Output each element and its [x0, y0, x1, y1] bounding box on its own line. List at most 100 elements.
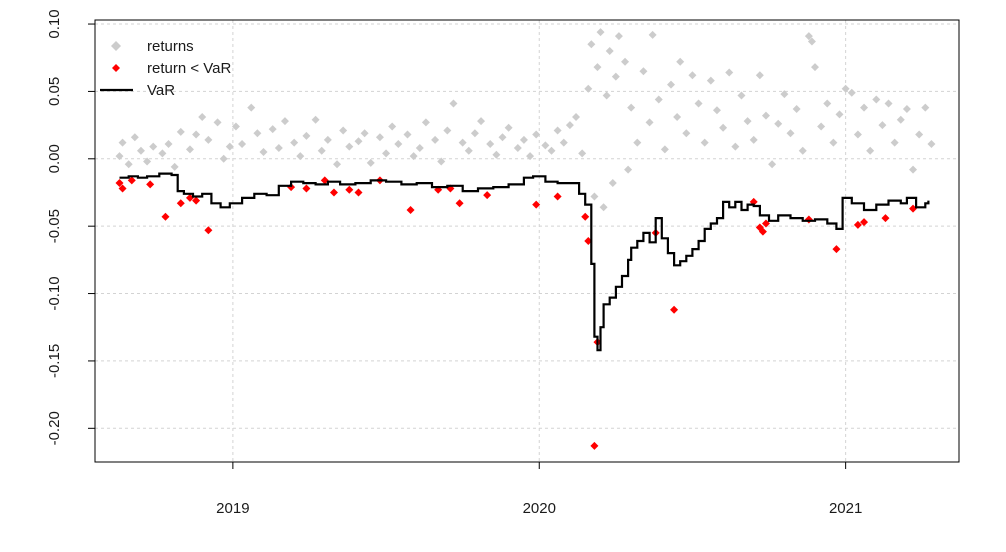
point-returns-103: [749, 135, 758, 144]
point-returns-89: [667, 80, 675, 89]
point-returns-33: [339, 126, 348, 135]
point-returns-70: [587, 40, 596, 49]
point-returns-26: [290, 138, 299, 147]
point-returns-95: [700, 138, 709, 147]
legend: returns return < VaR VaR: [100, 38, 232, 99]
point-returns-47: [437, 157, 446, 166]
point-returns-41: [394, 139, 403, 148]
point-returns-59: [519, 135, 528, 144]
point-returns-35: [354, 137, 363, 146]
point-returns-28: [302, 131, 311, 140]
point-returns-2: [124, 160, 133, 169]
point-returns-27: [296, 152, 305, 161]
point-returns-60: [526, 152, 535, 161]
point-return-var-7: [192, 196, 201, 205]
point-returns-55: [492, 150, 501, 159]
point-returns-11: [185, 145, 194, 154]
point-returns-20: [247, 103, 256, 112]
y-tick-label--0.05: -0.05: [46, 209, 63, 243]
point-returns-65: [559, 138, 568, 147]
point-returns-32: [333, 160, 342, 169]
point-returns-44: [415, 144, 424, 153]
y-tick-label--0.15: -0.15: [46, 344, 63, 378]
point-return-var-34: [832, 245, 841, 254]
point-return-var-8: [204, 226, 213, 235]
point-returns-24: [274, 144, 283, 153]
point-returns-80: [621, 57, 630, 66]
point-returns-93: [688, 71, 697, 80]
point-returns-43: [409, 152, 418, 161]
x-tick-label-2020: 2020: [523, 500, 556, 517]
point-returns-38: [375, 133, 384, 142]
point-returns-58: [513, 144, 522, 153]
point-returns-56: [498, 133, 507, 142]
point-returns-71: [590, 192, 599, 201]
point-returns-63: [547, 146, 556, 155]
point-return-var-33: [804, 215, 813, 224]
point-returns-78: [611, 72, 620, 81]
point-returns-96: [706, 76, 715, 85]
point-returns-126: [884, 99, 893, 108]
point-returns-86: [648, 30, 657, 39]
point-returns-57: [504, 123, 513, 132]
point-returns-88: [660, 145, 669, 154]
point-returns-46: [431, 135, 440, 144]
point-returns-98: [719, 123, 728, 132]
legend-label-return-below-var: return < VaR: [147, 60, 232, 77]
point-returns-104: [755, 71, 764, 80]
point-returns-29: [311, 115, 320, 124]
point-return-var-22: [553, 192, 562, 201]
point-return-var-37: [881, 214, 890, 223]
point-returns-99: [725, 68, 734, 77]
point-returns-74: [599, 203, 608, 212]
point-returns-61: [532, 130, 541, 139]
point-returns-10: [176, 127, 185, 136]
point-returns-124: [872, 95, 881, 104]
point-returns-25: [280, 117, 289, 126]
y-tick-label-0.00: 0.00: [46, 144, 63, 173]
point-returns-79: [614, 32, 623, 41]
point-returns-39: [382, 149, 391, 158]
point-returns-12: [192, 130, 201, 139]
point-returns-75: [602, 91, 611, 100]
plot-frame: [94, 19, 960, 463]
point-returns-13: [198, 113, 207, 122]
point-return-var-35: [853, 220, 862, 229]
point-return-var-36: [860, 218, 869, 227]
point-returns-94: [694, 99, 703, 108]
data-points: [115, 28, 936, 450]
point-returns-42: [403, 130, 412, 139]
point-return-var-11: [320, 176, 329, 185]
point-returns-7: [158, 149, 167, 158]
point-returns-106: [768, 160, 777, 169]
legend-label-var: VaR: [147, 82, 175, 99]
point-returns-76: [605, 46, 614, 55]
point-returns-64: [553, 126, 562, 135]
point-returns-67: [572, 113, 581, 122]
point-returns-84: [639, 67, 648, 76]
point-return-var-20: [483, 191, 492, 200]
point-returns-92: [682, 129, 691, 138]
point-returns-109: [786, 129, 795, 138]
point-returns-19: [238, 139, 247, 148]
point-returns-66: [565, 121, 574, 130]
point-return-var-21: [532, 200, 541, 209]
point-returns-91: [676, 57, 685, 66]
y-tick-label--0.20: -0.20: [46, 411, 63, 445]
point-returns-14: [204, 135, 213, 144]
point-return-var-12: [329, 188, 338, 197]
point-returns-1: [118, 138, 127, 147]
point-returns-128: [896, 115, 905, 124]
point-returns-52: [470, 129, 479, 138]
point-returns-62: [541, 141, 550, 150]
point-returns-3: [130, 133, 139, 142]
point-returns-49: [449, 99, 458, 108]
point-returns-131: [915, 130, 924, 139]
point-return-var-3: [146, 180, 155, 189]
point-returns-97: [712, 106, 721, 115]
point-return-var-31: [758, 227, 767, 236]
point-returns-40: [388, 122, 397, 131]
point-return-var-1: [118, 184, 127, 193]
point-returns-102: [743, 117, 752, 126]
point-return-var-4: [161, 212, 170, 221]
